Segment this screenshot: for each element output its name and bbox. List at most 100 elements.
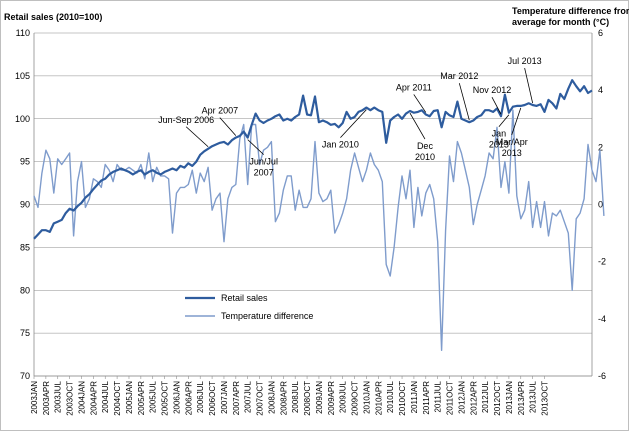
x-tick-label: 2011JAN <box>410 381 419 414</box>
annotation-label: Mar 2012 <box>440 71 478 81</box>
y-left-tick-label: 70 <box>20 371 30 381</box>
annotation-leader <box>219 117 237 136</box>
annotation-label-line: Jun-Sep 2006 <box>158 115 214 125</box>
x-tick-label: 2009APR <box>327 381 336 415</box>
x-tick-label: 2006OCT <box>208 381 217 416</box>
y-right-tick-label: 0 <box>598 200 603 210</box>
x-tick-label: 2004OCT <box>113 381 122 416</box>
annotation-label-line: Dec <box>417 141 434 151</box>
annotation-label: Jun-Sep 2006 <box>158 115 214 125</box>
legend-label: Retail sales <box>221 293 268 303</box>
x-tick-label: 2009JAN <box>315 381 324 414</box>
y-left-tick-label: 80 <box>20 285 30 295</box>
annotation-label-line: Mar 2012 <box>440 71 478 81</box>
x-tick-label: 2007JAN <box>220 381 229 414</box>
annotation-label: Jun/Jul 2007 <box>249 157 278 178</box>
annotation-leader <box>185 126 209 148</box>
x-tick-label: 2013JUL <box>529 380 538 413</box>
annotation-leader <box>340 109 367 138</box>
x-tick-label: 2012OCT <box>493 381 502 416</box>
x-tick-label: 2009OCT <box>351 381 360 416</box>
annotation-label-line: Mar/Apr <box>496 137 528 147</box>
x-tick-label: 2009JUL <box>339 380 348 413</box>
x-tick-label: 2003APR <box>42 381 51 415</box>
annotation-leader <box>458 83 470 121</box>
x-tick-label: 2008APR <box>279 381 288 415</box>
x-tick-label: 2005APR <box>137 381 146 415</box>
annotation-leader <box>247 139 264 155</box>
legend: Retail sales Temperature difference <box>185 293 313 321</box>
temperature-difference-line <box>33 109 605 351</box>
annotation-leader <box>413 94 427 113</box>
x-tick-label: 2003JAN <box>30 381 39 414</box>
x-tick-label: 2007APR <box>232 381 241 415</box>
annotation-label-line: Jun/Jul <box>249 157 278 167</box>
x-tick-label: 2006JAN <box>172 381 181 414</box>
annotation-label: Jul 2013 <box>508 56 542 66</box>
y-left-tick-label: 100 <box>15 114 30 124</box>
annotation-label: Dec 2010 <box>415 141 435 162</box>
annotation-label-line: Apr 2011 <box>396 82 432 92</box>
y-right-tick-label: -6 <box>598 371 606 381</box>
series-lines <box>33 79 605 351</box>
x-tick-label: 2004JUL <box>101 380 110 413</box>
x-tick-label: 2005JAN <box>125 381 134 414</box>
y-left-tick-label: 95 <box>20 157 30 167</box>
annotation-label: Jan 2010 <box>322 140 359 150</box>
x-tick-label: 2007OCT <box>256 381 265 416</box>
annotation-label: Jan 2013 <box>489 129 509 150</box>
legend-label: Temperature difference <box>221 311 313 321</box>
x-tick-label: 2004APR <box>89 381 98 415</box>
retail-sales-line <box>33 79 593 240</box>
right-axis-title-line2: average for month (°C) <box>512 17 609 27</box>
annotation-label-line: Jul 2013 <box>508 56 542 66</box>
y-right-tick-label: 4 <box>598 85 603 95</box>
x-tick-label: 2005JUL <box>149 380 158 413</box>
x-tick-label: 2012JAN <box>457 381 466 414</box>
x-tick-label: 2003OCT <box>66 381 75 416</box>
y-left-tick-label: 90 <box>20 200 30 210</box>
y-right-tick-label: -4 <box>598 314 606 324</box>
right-axis-title-line1: Temperature difference from <box>512 6 629 16</box>
annotation-label-line: 2007 <box>254 168 274 178</box>
annotation-label-line: 2010 <box>415 152 435 162</box>
annotation-label-line: Apr 2007 <box>202 106 239 116</box>
x-tick-label: 2006JUL <box>196 380 205 413</box>
x-tick-label: 2010OCT <box>398 381 407 416</box>
annotation-label-line: Jan 2010 <box>322 140 359 150</box>
x-tick-label: 2012JUL <box>481 380 490 413</box>
x-tick-label: 2013OCT <box>541 381 550 416</box>
annotation-leader <box>409 112 426 140</box>
y-right-tick-label: -2 <box>598 257 606 267</box>
x-tick-label: 2008JAN <box>267 381 276 414</box>
annotation-leader <box>498 114 510 128</box>
x-tick-label: 2003JUL <box>54 380 63 413</box>
y-left-tick-label: 110 <box>16 28 30 38</box>
y-right-tick-label: 2 <box>598 142 603 152</box>
x-tick-label: 2007JUL <box>244 380 253 413</box>
annotation-label: Mar/Apr 2013 <box>496 137 528 158</box>
y-left-tick-label: 75 <box>20 328 30 338</box>
y-left-tick-label: 105 <box>15 71 30 81</box>
x-tick-label: 2013APR <box>517 381 526 415</box>
annotation-label: Nov 2012 <box>473 85 512 95</box>
annotation-label-line: Jan <box>492 129 507 139</box>
x-tick-label: 2006APR <box>184 381 193 415</box>
annotation-label: Apr 2007 <box>202 106 239 116</box>
annotation-leader <box>524 67 534 104</box>
x-tick-label: 2011APR <box>422 381 431 415</box>
annotation-label-line: 2013 <box>502 148 522 158</box>
x-tick-label: 2010JAN <box>362 381 371 414</box>
annotation-label: Apr 2011 <box>396 82 432 92</box>
x-tick-label: 2013JAN <box>505 381 514 414</box>
annotation-leader <box>511 107 522 136</box>
annotation-label-line: Nov 2012 <box>473 85 512 95</box>
x-tick-label: 2008OCT <box>303 381 312 416</box>
left-axis-title: Retail sales (2010=100) <box>4 12 102 22</box>
x-tick-label: 2005OCT <box>161 381 170 416</box>
